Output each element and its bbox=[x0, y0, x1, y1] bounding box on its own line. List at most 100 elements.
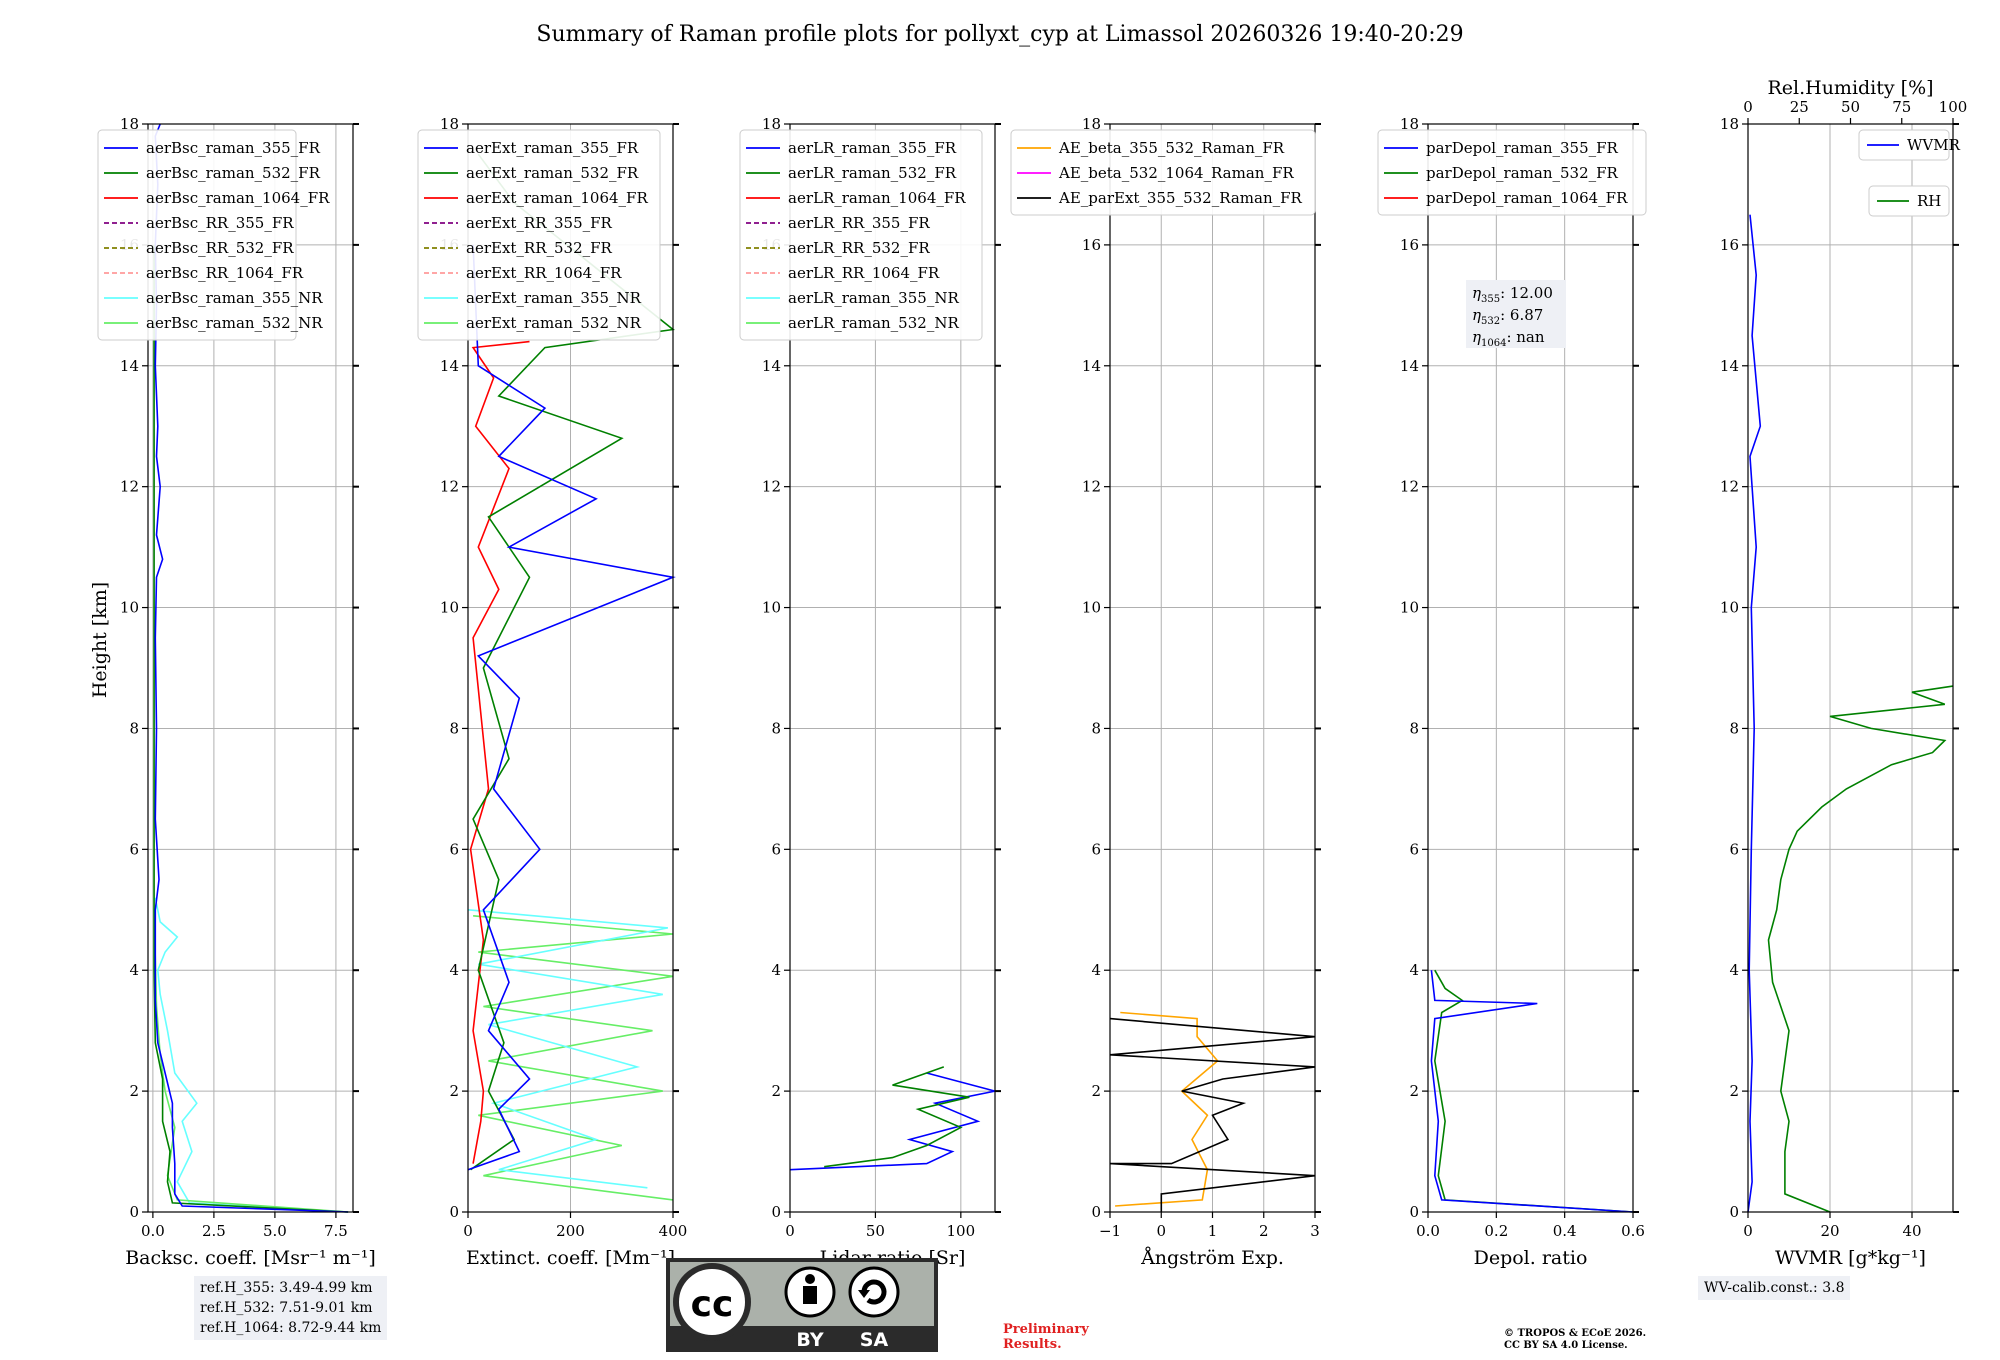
top-tick-label: 50 bbox=[1841, 98, 1860, 116]
eta-box bbox=[1466, 280, 1566, 348]
y-tick-label: 16 bbox=[1720, 236, 1739, 254]
x-tick-label: 200 bbox=[556, 1222, 585, 1240]
legend-entry: AE_beta_532_1064_Raman_FR bbox=[1058, 164, 1294, 182]
legend-entry: aerBsc_raman_1064_FR bbox=[146, 189, 330, 207]
legend-entry: RH bbox=[1917, 192, 1941, 210]
x-axis-label: Ångström Exp. bbox=[1140, 1247, 1284, 1269]
legend-entry: aerLR_raman_532_NR bbox=[788, 314, 959, 332]
legend-entry: aerBsc_raman_532_FR bbox=[146, 164, 321, 182]
y-tick-label: 6 bbox=[1729, 840, 1739, 858]
ref-height-1064: ref.H_1064: 8.72-9.44 km bbox=[200, 1320, 382, 1336]
y-tick-label: 6 bbox=[129, 840, 139, 858]
x-tick-label: 1 bbox=[1208, 1222, 1218, 1240]
legend-entry: parDepol_raman_1064_FR bbox=[1426, 189, 1628, 207]
legend-entry: WVMR bbox=[1907, 136, 1961, 154]
series-line-aerExt_raman_532_FR bbox=[470, 153, 675, 1171]
panel-lidar_ratio: 024681012141618050100Lidar ratio [Sr]aer… bbox=[739, 115, 1001, 1269]
x-axis-label: Depol. ratio bbox=[1474, 1247, 1588, 1269]
y-tick-label: 12 bbox=[440, 478, 459, 496]
x-tick-label: −1 bbox=[1099, 1222, 1121, 1240]
legend-box bbox=[97, 129, 297, 341]
y-tick-label: 2 bbox=[771, 1082, 781, 1100]
legend-box bbox=[417, 129, 661, 341]
legend-entry: aerLR_raman_355_FR bbox=[788, 139, 957, 157]
wv-calib-box: WV-calib.const.: 3.8 bbox=[1698, 1276, 1851, 1300]
axes-frame bbox=[789, 123, 996, 1213]
legend-entry: aerBsc_raman_355_FR bbox=[146, 139, 321, 157]
legend-entry: aerExt_raman_532_FR bbox=[466, 164, 639, 182]
series-line-aerLR_raman_355_FR bbox=[789, 1072, 996, 1171]
series-line-aerExt_raman_355_FR bbox=[467, 244, 676, 1171]
y-tick-label: 10 bbox=[120, 599, 139, 617]
y-tick-label: 14 bbox=[1082, 357, 1101, 375]
series-line-parDepol_raman_355_FR bbox=[1430, 970, 1634, 1213]
y-tick-label: 4 bbox=[449, 961, 459, 979]
y-tick-label: 16 bbox=[1082, 236, 1101, 254]
series-line-aerBsc_raman_532_FR bbox=[153, 244, 349, 1213]
series-line-aerExt_raman_355_NR bbox=[467, 909, 669, 1189]
y-tick-label: 6 bbox=[449, 840, 459, 858]
series-line-aerBsc_raman_355_NR bbox=[154, 897, 349, 1213]
series-line-aerBsc_raman_532_NR bbox=[153, 909, 349, 1213]
axes-frame bbox=[1747, 123, 1954, 1213]
preliminary-note: Preliminary Results. bbox=[1003, 1322, 1089, 1352]
series-line-aerLR_raman_532_FR bbox=[824, 1066, 970, 1168]
x-tick-label: 7.5 bbox=[324, 1222, 348, 1240]
y-tick-label: 8 bbox=[1729, 719, 1739, 737]
x-tick-label: 0 bbox=[1743, 1222, 1753, 1240]
y-tick-label: 18 bbox=[120, 115, 139, 133]
cc-license-badge: cc BY SA bbox=[666, 1258, 938, 1352]
x-tick-label: 0 bbox=[463, 1222, 473, 1240]
y-tick-label: 16 bbox=[1400, 236, 1419, 254]
y-tick-label: 8 bbox=[1091, 719, 1101, 737]
y-tick-label: 4 bbox=[1729, 961, 1739, 979]
y-axis-label: Height [km] bbox=[89, 582, 111, 698]
y-tick-label: 10 bbox=[440, 599, 459, 617]
x-tick-label: 400 bbox=[659, 1222, 688, 1240]
copyright-line2: CC BY SA 4.0 License. bbox=[1504, 1340, 1628, 1351]
y-tick-label: 14 bbox=[762, 357, 781, 375]
y-tick-label: 4 bbox=[1091, 961, 1101, 979]
y-tick-label: 2 bbox=[1729, 1082, 1739, 1100]
axes-frame bbox=[147, 123, 354, 1213]
x-tick-label: 0.6 bbox=[1621, 1222, 1645, 1240]
legend-box bbox=[1377, 129, 1647, 216]
y-tick-label: 14 bbox=[120, 357, 139, 375]
y-tick-label: 0 bbox=[771, 1203, 781, 1221]
y-tick-label: 12 bbox=[762, 478, 781, 496]
legend-entry: parDepol_raman_532_FR bbox=[1426, 164, 1619, 182]
legend-entry: aerExt_raman_532_NR bbox=[466, 314, 642, 332]
ref-heights-box: ref.H_355: 3.49-4.99 km ref.H_532: 7.51-… bbox=[194, 1276, 388, 1340]
legend-entry: aerExt_raman_355_NR bbox=[466, 289, 642, 307]
legend-entry: aerBsc_RR_1064_FR bbox=[146, 264, 304, 282]
legend-entry: aerExt_RR_1064_FR bbox=[466, 264, 622, 282]
top-tick-label: 25 bbox=[1790, 98, 1809, 116]
x-tick-label: 2.5 bbox=[202, 1222, 226, 1240]
y-tick-label: 10 bbox=[1082, 599, 1101, 617]
x-tick-label: 0 bbox=[1156, 1222, 1166, 1240]
y-tick-label: 0 bbox=[1729, 1203, 1739, 1221]
y-tick-label: 6 bbox=[1409, 840, 1419, 858]
series-line-AE_beta_355_532_Raman_FR bbox=[1115, 1011, 1219, 1207]
x-axis-label: Backsc. coeff. [Msr⁻¹ m⁻¹] bbox=[125, 1247, 376, 1269]
y-tick-label: 0 bbox=[1091, 1203, 1101, 1221]
y-tick-label: 4 bbox=[771, 961, 781, 979]
series-line-parDepol_raman_532_FR bbox=[1433, 969, 1634, 1213]
y-tick-label: 18 bbox=[1082, 115, 1101, 133]
x-tick-label: 3 bbox=[1310, 1222, 1320, 1240]
legend-box bbox=[739, 129, 983, 341]
y-tick-label: 14 bbox=[440, 357, 459, 375]
top-tick-label: 75 bbox=[1892, 98, 1911, 116]
series-line-aerExt_raman_1064_FR bbox=[469, 340, 530, 1164]
legend-entry: parDepol_raman_355_FR bbox=[1426, 139, 1619, 157]
ref-height-532: ref.H_532: 7.51-9.01 km bbox=[200, 1300, 373, 1316]
series-line-WVMR bbox=[1747, 214, 1762, 1213]
preliminary-line1: Preliminary bbox=[1003, 1322, 1089, 1337]
y-tick-label: 0 bbox=[129, 1203, 139, 1221]
y-tick-label: 2 bbox=[449, 1082, 459, 1100]
y-tick-label: 18 bbox=[1720, 115, 1739, 133]
y-tick-label: 0 bbox=[449, 1203, 459, 1221]
